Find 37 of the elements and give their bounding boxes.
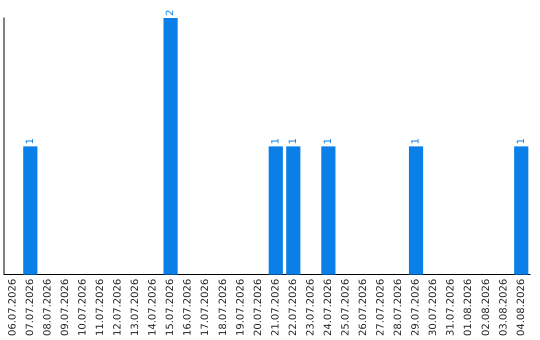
- x-tick-label: 26.07.2026: [358, 278, 370, 336]
- data-label: 1: [270, 138, 282, 144]
- data-label: 1: [516, 138, 527, 144]
- x-tick-label: 15.07.2026: [165, 278, 176, 336]
- x-tick-label: 03.08.2026: [498, 278, 510, 336]
- x-tick-label: 08.07.2026: [42, 278, 54, 336]
- x-tick-label: 06.07.2026: [7, 278, 18, 336]
- x-tick-label: 04.08.2026: [516, 278, 527, 336]
- x-tick-label: 25.07.2026: [340, 278, 352, 336]
- x-tick-label: 02.08.2026: [480, 278, 492, 336]
- x-tick-label: 31.07.2026: [446, 278, 457, 336]
- x-tick-label: 09.07.2026: [60, 278, 71, 336]
- x-tick-label: 17.07.2026: [200, 278, 212, 336]
- x-tick-label: 11.07.2026: [95, 278, 106, 336]
- x-tick-label: 18.07.2026: [218, 278, 229, 336]
- x-tick-label: 23.07.2026: [305, 278, 316, 336]
- x-tick-label: 30.07.2026: [428, 278, 440, 336]
- x-tick-label: 14.07.2026: [148, 278, 159, 336]
- x-tick-label: 21.07.2026: [270, 278, 282, 336]
- data-label: 2: [165, 10, 176, 16]
- data-label: 1: [410, 138, 422, 144]
- x-tick-label: 01.08.2026: [463, 278, 474, 336]
- x-tick-label: 22.07.2026: [288, 278, 299, 336]
- x-tick-label: 29.07.2026: [410, 278, 422, 336]
- x-tick-label: 13.07.2026: [130, 278, 142, 336]
- x-tick-label: 19.07.2026: [235, 278, 246, 336]
- data-label: 1: [322, 138, 334, 144]
- data-label: 1: [24, 138, 36, 144]
- x-tick-label: 24.07.2026: [322, 278, 334, 336]
- x-tick-label: 27.07.2026: [376, 278, 387, 336]
- data-label: 1: [288, 138, 299, 144]
- x-tick-label: 28.07.2026: [393, 278, 404, 336]
- x-tick-label: 12.07.2026: [112, 278, 124, 336]
- x-tick-label: 10.07.2026: [77, 278, 88, 336]
- x-tick-label: 16.07.2026: [182, 278, 194, 336]
- x-tick-label: 20.07.2026: [252, 278, 264, 336]
- x-tick-label: 07.07.2026: [24, 278, 36, 336]
